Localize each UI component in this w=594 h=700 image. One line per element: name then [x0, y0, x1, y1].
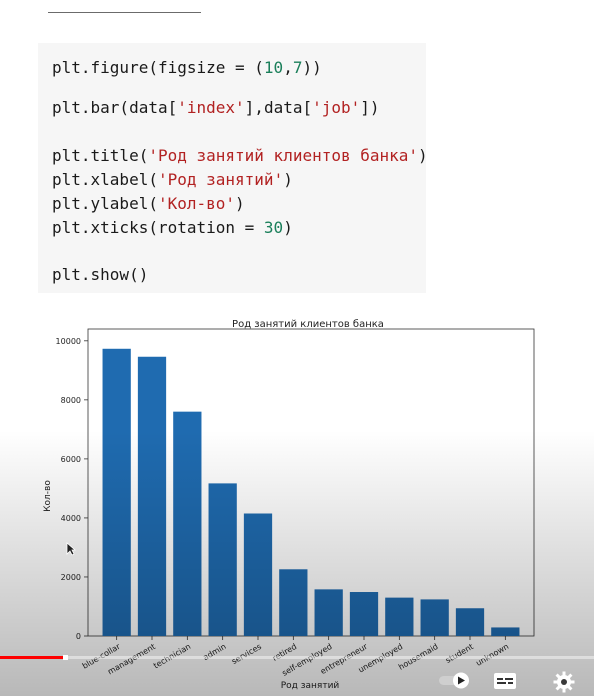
- bar-services: [243, 513, 273, 636]
- code-token: ]): [360, 98, 380, 117]
- bar-unknown: [491, 627, 520, 636]
- code-token: 7: [292, 58, 303, 77]
- x-tick-label: retired: [271, 642, 298, 663]
- bar-management: [137, 356, 167, 636]
- bar-housemaid: [420, 599, 449, 636]
- x-tick-label: student: [444, 642, 475, 665]
- code-line: plt.bar(data['index'],data['job']): [52, 98, 380, 118]
- bar-chart: Род занятий клиентов банка 0 2000 4000 6000…: [0, 312, 594, 696]
- video-progress-bar[interactable]: [0, 655, 594, 660]
- code-token: )): [302, 58, 322, 77]
- code-line: plt.title('Род занятий клиентов банка'): [52, 146, 428, 166]
- bar-entrepreneur: [349, 592, 379, 636]
- y-tick-label: 8000: [61, 396, 81, 405]
- video-progress-marker[interactable]: [63, 655, 69, 660]
- bar-technician: [173, 411, 202, 636]
- autoplay-toggle-icon[interactable]: [438, 670, 472, 690]
- bar-unemployed: [385, 597, 414, 636]
- code-token: ): [283, 218, 293, 237]
- top-divider: [48, 12, 201, 13]
- bar-blue-collar: [102, 348, 131, 636]
- settings-gear-icon[interactable]: [552, 670, 576, 694]
- bar-chart-svg: Род занятий клиентов банка 0 2000 4000 6000…: [43, 319, 535, 691]
- code-token: 30: [263, 218, 284, 237]
- x-tick-label: unknown: [474, 642, 510, 668]
- subtitles-icon[interactable]: [492, 670, 518, 692]
- player-controls: [434, 666, 594, 696]
- code-token: plt.bar(data[: [52, 98, 178, 117]
- code-line: plt.xlabel('Род занятий'): [52, 170, 293, 190]
- code-token: ): [418, 146, 428, 165]
- mouse-cursor-icon: [66, 542, 76, 556]
- code-token: plt.ylabel(: [52, 194, 158, 213]
- code-token: 10: [263, 58, 284, 77]
- code-token: ],data[: [244, 98, 313, 117]
- code-token: ): [283, 170, 293, 189]
- code-token: plt.show(): [52, 265, 149, 284]
- y-tick-label: 2000: [61, 573, 81, 582]
- bar-retired: [279, 569, 308, 636]
- plot-frame: [87, 328, 535, 637]
- code-cell: plt.figure(figsize = (10,7)) plt.bar(data…: [38, 43, 428, 293]
- x-tick-label: services: [230, 642, 263, 666]
- code-token: 'index': [177, 98, 245, 117]
- bar-admin: [208, 483, 237, 636]
- code-token: plt.figure(figsize = (: [52, 58, 264, 77]
- x-tick-label: admin: [201, 642, 227, 662]
- code-line: plt.figure(figsize = (10,7)): [52, 58, 322, 78]
- video-progress-played: [0, 656, 66, 659]
- bar-self-employed: [314, 589, 343, 636]
- code-line: plt.show(): [52, 265, 148, 285]
- bar-student: [455, 608, 485, 636]
- code-line: plt.xticks(rotation = 30): [52, 218, 293, 238]
- code-token: ,: [283, 58, 293, 77]
- x-axis-label: Род занятий: [281, 681, 340, 691]
- y-tick-label: 6000: [61, 455, 81, 464]
- code-token: plt.xlabel(: [52, 170, 158, 189]
- code-token: 'Род занятий клиентов банка': [148, 146, 419, 165]
- code-token: 'Род занятий': [157, 170, 284, 189]
- y-axis-label: Кол-во: [43, 480, 53, 512]
- code-token: 'job': [312, 98, 361, 117]
- code-token: 'Кол-во': [157, 194, 236, 213]
- y-tick-label: 0: [76, 632, 81, 641]
- code-token: plt.title(: [52, 146, 149, 165]
- code-line: plt.ylabel('Кол-во'): [52, 194, 245, 214]
- y-tick-label: 10000: [56, 337, 81, 346]
- code-token: ): [235, 194, 245, 213]
- y-tick-label: 4000: [61, 514, 81, 523]
- code-token: plt.xticks(rotation =: [52, 218, 264, 237]
- chart-title: Род занятий клиентов банка: [232, 319, 384, 330]
